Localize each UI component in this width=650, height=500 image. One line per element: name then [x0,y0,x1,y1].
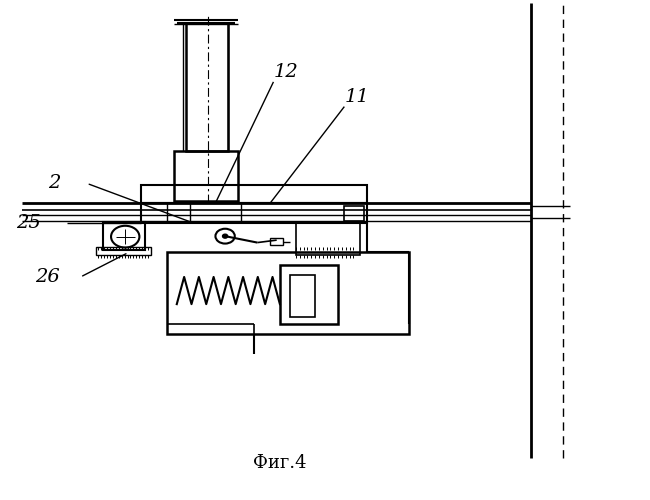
Bar [270,238,283,245]
Bar [174,151,238,200]
Circle shape [222,234,227,238]
Bar [296,223,361,255]
Text: 25: 25 [16,214,41,232]
Text: 26: 26 [36,268,60,286]
Text: 11: 11 [345,88,370,106]
Bar [280,265,338,324]
Bar [96,247,151,255]
Text: 12: 12 [274,63,299,81]
Text: Фиг.4: Фиг.4 [253,454,307,471]
Bar [289,274,315,317]
Bar [187,22,228,151]
Bar [141,185,367,202]
Bar [167,252,409,334]
Bar [344,206,363,222]
Bar [103,222,144,250]
Bar [141,202,367,223]
Text: 2: 2 [48,174,60,192]
